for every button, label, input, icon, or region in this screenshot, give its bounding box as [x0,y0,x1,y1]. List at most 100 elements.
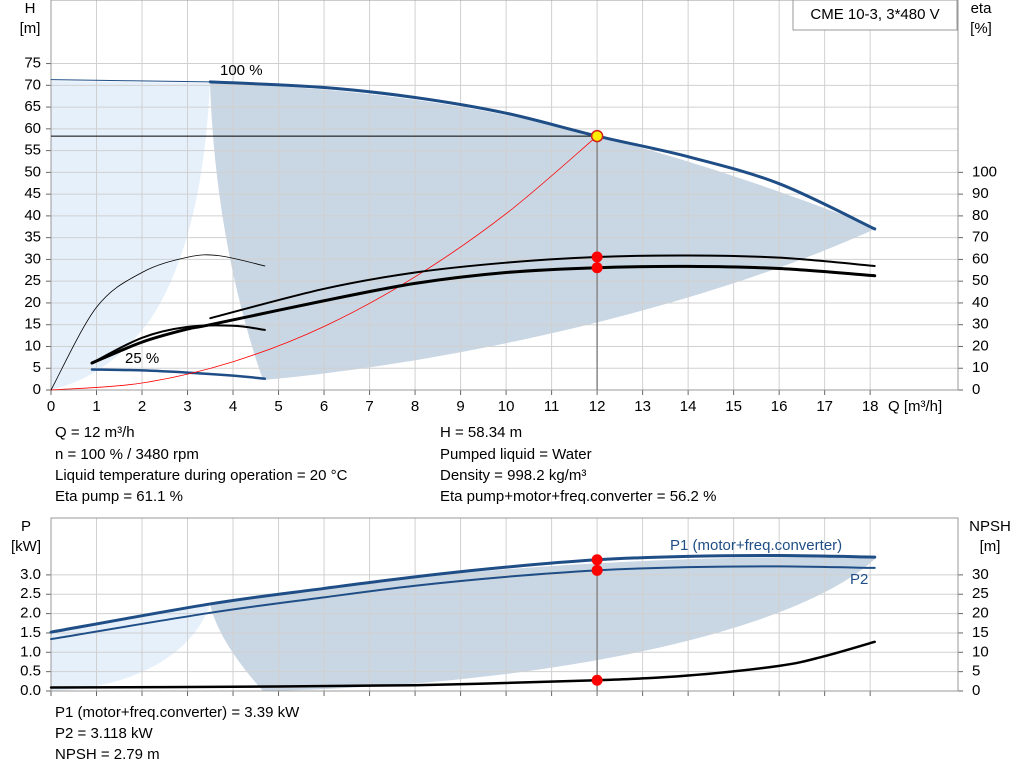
y2-tick-label: 50 [972,272,989,289]
y2-tick-label: 15 [972,624,989,641]
y-tick-label: 5 [33,359,41,376]
y-tick-label: 45 [24,185,41,202]
note: Eta pump = 61.1 % [55,488,183,505]
curve [209,254,876,320]
x-tick-label: 7 [365,398,373,415]
y2-tick-label: 30 [972,566,989,583]
y-axis-label: H [25,0,36,17]
x-tick-label: 3 [183,398,191,415]
x-axis-label: Q [m³/h] [888,398,942,415]
curve [90,324,266,365]
x-tick-label: 1 [92,398,100,415]
y2-tick-label: 0 [972,682,980,699]
range-area [51,81,210,390]
y2-axis-unit: [m] [980,538,1001,555]
operating-point [591,554,603,566]
x-tick-label: 0 [47,398,55,415]
curve [49,640,876,689]
curve-label: 100 % [220,62,263,79]
marks: 0 1 2 3 4 5 6 7 8 9 10 11 12 13 14 15 16 17 18051015202530… [20,55,997,699]
y2-tick-label: 100 [972,163,997,180]
y-tick-label: 25 [24,272,41,289]
y2-tick-label: 60 [972,250,989,267]
operating-point [590,129,604,143]
y2-tick-label: 90 [972,185,989,202]
x-tick-label: 4 [229,398,237,415]
x-tick-label: 17 [816,398,833,415]
y-axis-label: P [21,518,31,535]
y-tick-label: 35 [24,229,41,246]
y2-tick-label: 20 [972,337,989,354]
chart-title: CME 10-3, 3*480 V [810,6,939,23]
y-axis-unit: [m] [20,20,41,37]
y-tick-label: 2.5 [20,585,41,602]
plot-frame [50,517,959,692]
x-tick-label: 5 [274,398,282,415]
note: n = 100 % / 3480 rpm [55,446,199,463]
y2-tick-label: 5 [972,663,980,680]
y-tick-label: 30 [24,250,41,267]
plot-frame [50,0,959,391]
y2-tick-label: 80 [972,207,989,224]
y-tick-label: 3.0 [20,566,41,583]
y-tick-label: 75 [24,55,41,72]
x-tick-label: 2 [138,398,146,415]
curve [208,80,877,231]
operating-point [591,262,603,274]
y-axis-unit: [kW] [11,538,41,555]
y-tick-label: 1.5 [20,624,41,641]
note: Density = 998.2 kg/m³ [440,467,586,484]
x-tick-label: 16 [771,398,788,415]
x-tick-label: 10 [498,398,515,415]
y2-tick-label: 40 [972,294,989,311]
y2-tick-label: 25 [972,585,989,602]
x-tick-label: 6 [320,398,328,415]
y-tick-label: 55 [24,142,41,159]
note: P2 = 3.118 kW [55,725,154,742]
range-area [210,83,877,380]
y-tick-label: 0.5 [20,663,41,680]
operating-point [591,674,603,686]
curve [50,254,266,391]
title-box [792,0,958,31]
curve [50,135,598,391]
y-tick-label: 0 [33,381,41,398]
y-tick-label: 65 [24,98,41,115]
y-tick-label: 1.0 [20,643,41,660]
y-tick-label: 2.0 [20,605,41,622]
curve [50,565,876,641]
x-tick-label: 13 [634,398,651,415]
x-tick-label: 11 [544,398,560,415]
y2-tick-label: 10 [972,359,989,376]
curve [49,554,877,634]
y2-axis-unit: [%] [970,20,992,37]
note: Q = 12 m³/h [55,424,135,441]
operating-point [591,251,603,263]
y2-tick-label: 30 [972,316,989,333]
y-tick-label: 60 [24,120,41,137]
x-tick-label: 9 [456,398,464,415]
y2-axis-label: NPSH [969,518,1011,535]
x-tick-label: 8 [411,398,419,415]
curve [90,368,267,380]
y-tick-label: 10 [24,337,41,354]
y-tick-label: 20 [24,294,41,311]
y2-tick-label: 10 [972,643,989,660]
note: Liquid temperature during operation = 20… [55,467,348,484]
x-tick-label: 18 [862,398,879,415]
note: NPSH = 2.79 m [55,746,160,763]
curve-label: P2 [850,571,868,588]
note: P1 (motor+freq.converter) = 3.39 kW [55,704,300,721]
x-tick-label: 14 [680,398,697,415]
y-tick-label: 40 [24,207,41,224]
curve [90,264,877,365]
y2-axis-label: eta [971,0,993,17]
curve-label: P1 (motor+freq.converter) [670,537,842,554]
curve [50,79,211,83]
y2-tick-label: 70 [972,229,989,246]
operating-point [591,564,603,576]
y2-tick-label: 20 [972,605,989,622]
note: Pumped liquid = Water [440,446,592,463]
y-tick-label: 15 [24,316,41,333]
